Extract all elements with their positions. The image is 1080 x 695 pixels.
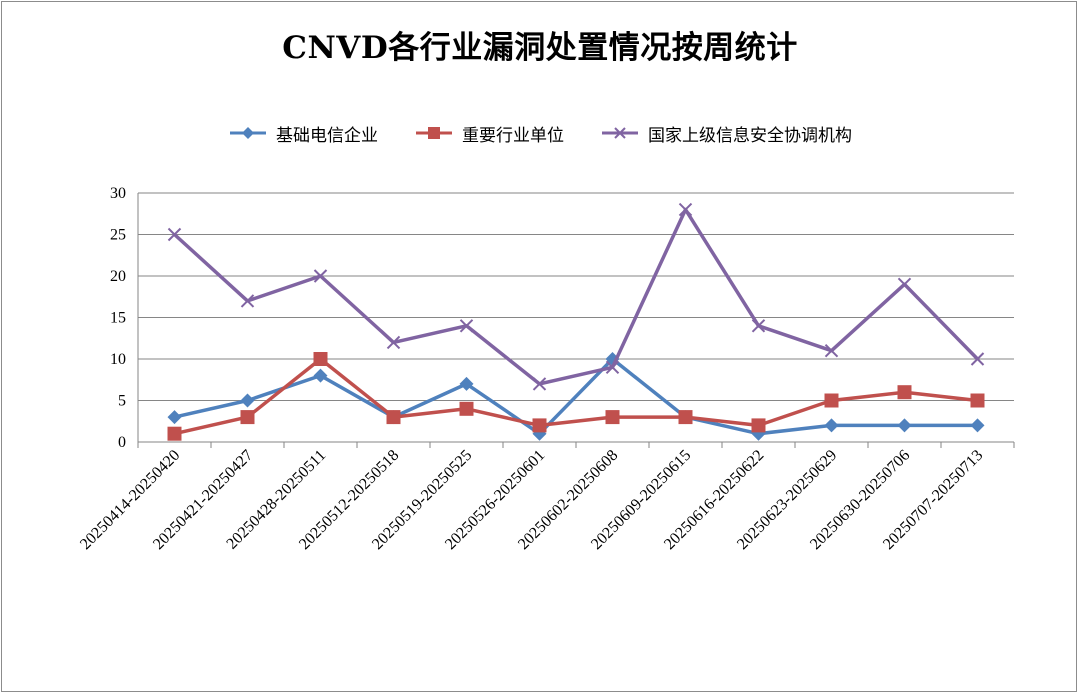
data-point-x bbox=[167, 227, 182, 242]
legend-label-industry: 重要行业单位 bbox=[462, 125, 564, 146]
legend-marker-diamond-icon bbox=[230, 127, 266, 139]
legend-label-national: 国家上级信息安全协调机构 bbox=[648, 125, 852, 146]
legend-item-telecom: 基础电信企业 bbox=[228, 121, 378, 146]
series-line-1 bbox=[174, 357, 978, 436]
data-point-x bbox=[386, 335, 401, 350]
y-tick-label: 5 bbox=[118, 393, 126, 410]
data-point-diamond bbox=[459, 376, 474, 391]
data-point-square bbox=[313, 352, 328, 366]
legend-marker-x-icon bbox=[602, 127, 638, 139]
data-point-square bbox=[167, 426, 182, 441]
data-point-x bbox=[459, 319, 474, 333]
data-point-diamond bbox=[313, 368, 328, 383]
data-point-square bbox=[240, 410, 255, 425]
chart-legend: 基础电信企业 重要行业单位 国家上级信息安全协调机构 bbox=[0, 119, 1080, 147]
chart-title: CNVD各行业漏洞处置情况按周统计 bbox=[282, 30, 798, 66]
data-point-square bbox=[386, 410, 401, 425]
series-line-0 bbox=[174, 357, 978, 436]
data-point-x bbox=[970, 352, 985, 366]
y-tick-label: 15 bbox=[110, 310, 126, 327]
data-point-square bbox=[459, 401, 474, 416]
data-point-square bbox=[532, 418, 547, 433]
data-point-x bbox=[605, 360, 620, 375]
data-point-square bbox=[824, 393, 839, 408]
legend-label-telecom: 基础电信企业 bbox=[276, 125, 378, 146]
data-point-x bbox=[897, 277, 912, 292]
legend-marker-square-icon bbox=[416, 127, 452, 139]
data-point-square bbox=[751, 418, 766, 433]
legend-item-national: 国家上级信息安全协调机构 bbox=[600, 121, 852, 146]
legend-item-industry: 重要行业单位 bbox=[414, 121, 564, 146]
data-point-diamond bbox=[240, 393, 255, 408]
data-point-square bbox=[897, 385, 912, 400]
data-point-diamond bbox=[167, 410, 182, 425]
data-point-x bbox=[824, 343, 839, 358]
series-line-2 bbox=[173, 207, 979, 386]
data-point-diamond bbox=[824, 418, 839, 433]
y-tick-label: 30 bbox=[110, 185, 126, 202]
data-point-diamond bbox=[970, 418, 985, 433]
data-point-x bbox=[313, 269, 328, 283]
y-tick-label: 10 bbox=[110, 351, 126, 368]
data-point-x bbox=[751, 319, 766, 333]
data-point-square bbox=[605, 410, 620, 425]
data-point-square bbox=[970, 393, 985, 408]
data-point-diamond bbox=[897, 418, 912, 433]
y-tick-label: 25 bbox=[110, 227, 126, 244]
y-tick-label: 0 bbox=[118, 434, 126, 451]
data-point-x bbox=[678, 202, 693, 217]
data-point-x bbox=[240, 294, 255, 308]
y-tick-label: 20 bbox=[110, 268, 126, 285]
data-point-x bbox=[532, 377, 547, 391]
data-point-square bbox=[678, 410, 693, 425]
